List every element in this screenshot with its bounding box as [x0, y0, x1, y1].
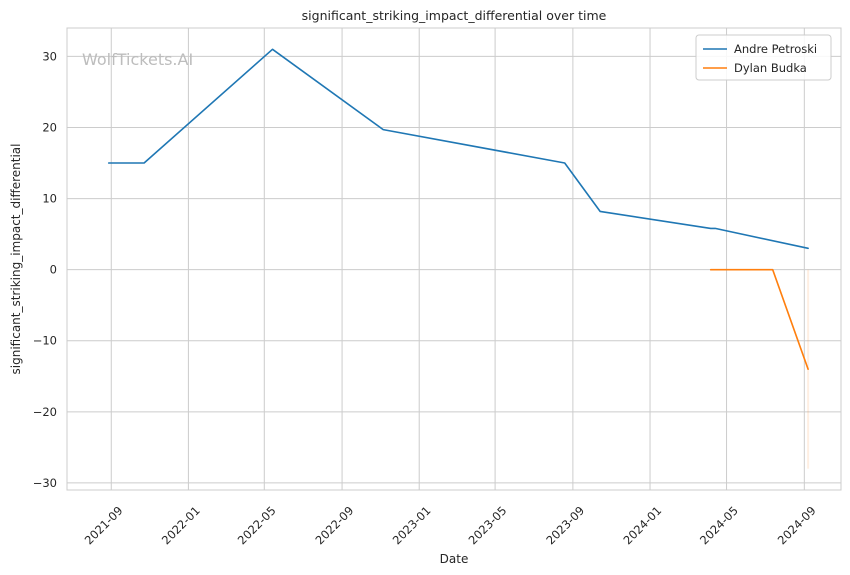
y-tick-label: −30	[33, 476, 57, 490]
x-axis-label: Date	[440, 552, 469, 566]
legend-box	[695, 34, 832, 81]
x-tick-label: 2024-01	[620, 503, 664, 547]
chart-title: significant_striking_impact_differential…	[302, 8, 607, 23]
series-layer	[107, 48, 809, 371]
y-tick-label: 0	[50, 263, 57, 277]
x-tick-label: 2022-09	[313, 503, 357, 547]
x-tick-label: 2024-09	[775, 503, 819, 547]
x-tick-label: 2024-05	[697, 503, 741, 547]
y-tick-label: 30	[42, 49, 57, 63]
y-axis-ticks: 30 20 10 0 −10 −20 −30	[33, 49, 57, 489]
x-tick-label: 2023-05	[466, 503, 510, 547]
legend-label: Dylan Budka	[734, 61, 807, 75]
x-tick-label: 2021-09	[82, 503, 126, 547]
x-tick-label: 2023-09	[543, 503, 587, 547]
y-tick-label: 10	[42, 192, 57, 206]
y-axis-label: significant_striking_impact_differential	[9, 144, 23, 375]
legend-label: Andre Petroski	[734, 42, 817, 56]
plot-frame	[66, 27, 842, 491]
y-tick-label: 20	[42, 121, 57, 135]
x-tick-label: 2022-05	[235, 503, 279, 547]
watermark-text: WolfTickets.AI	[82, 50, 193, 69]
series-line-andre-petroski	[107, 48, 809, 250]
grid	[67, 28, 841, 490]
x-tick-label: 2023-01	[390, 503, 434, 547]
legend: Andre Petroski Dylan Budka	[695, 34, 832, 81]
x-tick-label: 2022-01	[159, 503, 203, 547]
x-axis-ticks: 2021-09 2022-01 2022-05 2022-09 2023-01 2023-…	[82, 503, 819, 547]
series-line-dylan-budka	[709, 268, 809, 371]
y-tick-label: −20	[33, 405, 57, 419]
y-tick-label: −10	[33, 334, 57, 348]
